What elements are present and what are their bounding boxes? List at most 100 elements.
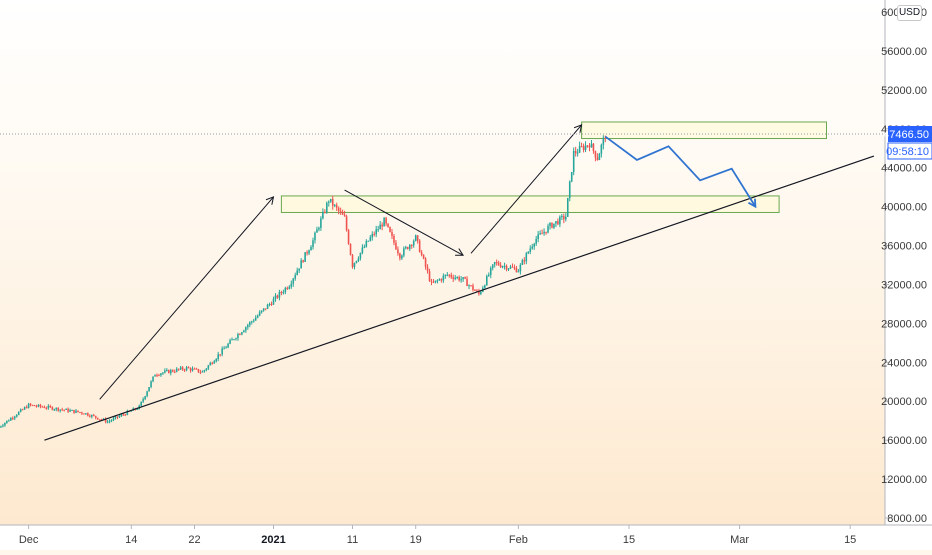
candle-body	[243, 330, 245, 333]
candle-body	[227, 343, 229, 348]
candle-body	[158, 375, 160, 377]
candle-body	[17, 411, 20, 415]
price-tick-label: 8000.00	[887, 513, 927, 525]
candle-body	[476, 290, 478, 292]
candle-body	[175, 368, 178, 372]
candle-body	[270, 303, 273, 305]
candle-body	[229, 340, 231, 344]
candle-body	[349, 243, 352, 255]
candle-body	[460, 279, 462, 281]
candle-body	[154, 375, 156, 377]
price-tick-label: 44000.00	[881, 163, 927, 175]
candle-body	[170, 370, 172, 374]
candle-body	[470, 285, 472, 287]
candle-body	[515, 267, 518, 273]
time-tick-label: Mar	[730, 534, 749, 546]
candle-body	[405, 247, 407, 249]
candle-body	[237, 334, 239, 339]
candle-body	[171, 370, 174, 372]
candle-body	[343, 214, 346, 217]
candle-body	[294, 275, 297, 279]
candle-body	[43, 407, 46, 409]
trend-arrow[interactable]	[470, 124, 582, 254]
currency-badge[interactable]: USD	[897, 5, 922, 21]
candle-body	[385, 217, 387, 224]
candle-body	[335, 204, 338, 208]
arrow-head	[747, 198, 757, 209]
candle-body	[199, 372, 202, 374]
candle-body	[418, 240, 421, 253]
candle-body	[256, 315, 259, 318]
arrow-head	[455, 248, 465, 256]
candle-body	[412, 240, 415, 246]
candle-body	[136, 408, 139, 410]
candle-body	[474, 289, 476, 291]
candle-body	[254, 317, 257, 321]
candle-body	[300, 260, 302, 269]
candle-body	[51, 406, 54, 410]
support-zone[interactable]	[280, 195, 780, 213]
candle-body	[493, 262, 496, 265]
support-trendline[interactable]	[44, 155, 875, 441]
trend-arrow[interactable]	[99, 196, 274, 400]
candle-body	[207, 365, 210, 369]
candle-body	[511, 266, 514, 268]
candle-body	[12, 418, 14, 420]
candle-body	[328, 201, 330, 203]
candle-body	[329, 198, 332, 202]
time-tick-label: 15	[844, 534, 856, 546]
candle-body	[262, 308, 265, 311]
candle-body	[71, 409, 73, 411]
candle-body	[19, 409, 22, 412]
candle-body	[424, 258, 427, 267]
candle-body	[55, 407, 58, 410]
price-tick-label: 36000.00	[881, 241, 927, 253]
projection-path[interactable]	[604, 135, 757, 208]
candle-body	[551, 222, 553, 228]
candle-body	[529, 248, 532, 252]
candle-body	[312, 240, 314, 247]
candle-body	[187, 367, 190, 369]
candle-body	[468, 285, 470, 287]
candle-body	[519, 264, 522, 272]
candle-body	[355, 260, 358, 263]
candle-body	[440, 279, 443, 281]
candle-body	[322, 211, 324, 219]
candle-body	[10, 418, 12, 421]
candle-body	[156, 375, 158, 377]
candle-body	[574, 150, 577, 154]
candle-body	[333, 204, 336, 206]
candle-body	[373, 233, 376, 235]
candle-body	[29, 403, 32, 406]
candle-body	[92, 415, 95, 417]
candle-body	[280, 291, 283, 293]
candle-body	[395, 242, 397, 250]
candle-body	[6, 420, 8, 423]
candle-body	[559, 216, 561, 225]
candle-body	[258, 312, 261, 316]
candle-body	[81, 412, 83, 414]
candle-body	[371, 233, 374, 238]
time-tick-label: 15	[623, 534, 635, 546]
price-tick-label: 12000.00	[881, 474, 927, 486]
candle-body	[426, 266, 429, 272]
resistance-zone[interactable]	[581, 121, 827, 140]
countdown-tag	[887, 142, 932, 160]
last-price-value: 47466.50	[883, 129, 929, 141]
candle-body	[25, 407, 28, 409]
candle-body	[304, 252, 306, 262]
candle-body	[527, 251, 530, 254]
candle-body	[144, 396, 146, 400]
candle-body	[53, 409, 56, 411]
candle-body	[0, 426, 2, 428]
candle-body	[604, 137, 607, 139]
candle-body	[566, 198, 569, 217]
candle-body	[517, 271, 520, 273]
candle-body	[375, 229, 377, 235]
trend-arrow[interactable]	[344, 189, 464, 256]
candle-body	[57, 407, 60, 411]
candle-body	[399, 253, 401, 259]
last-price-tag	[888, 125, 932, 142]
